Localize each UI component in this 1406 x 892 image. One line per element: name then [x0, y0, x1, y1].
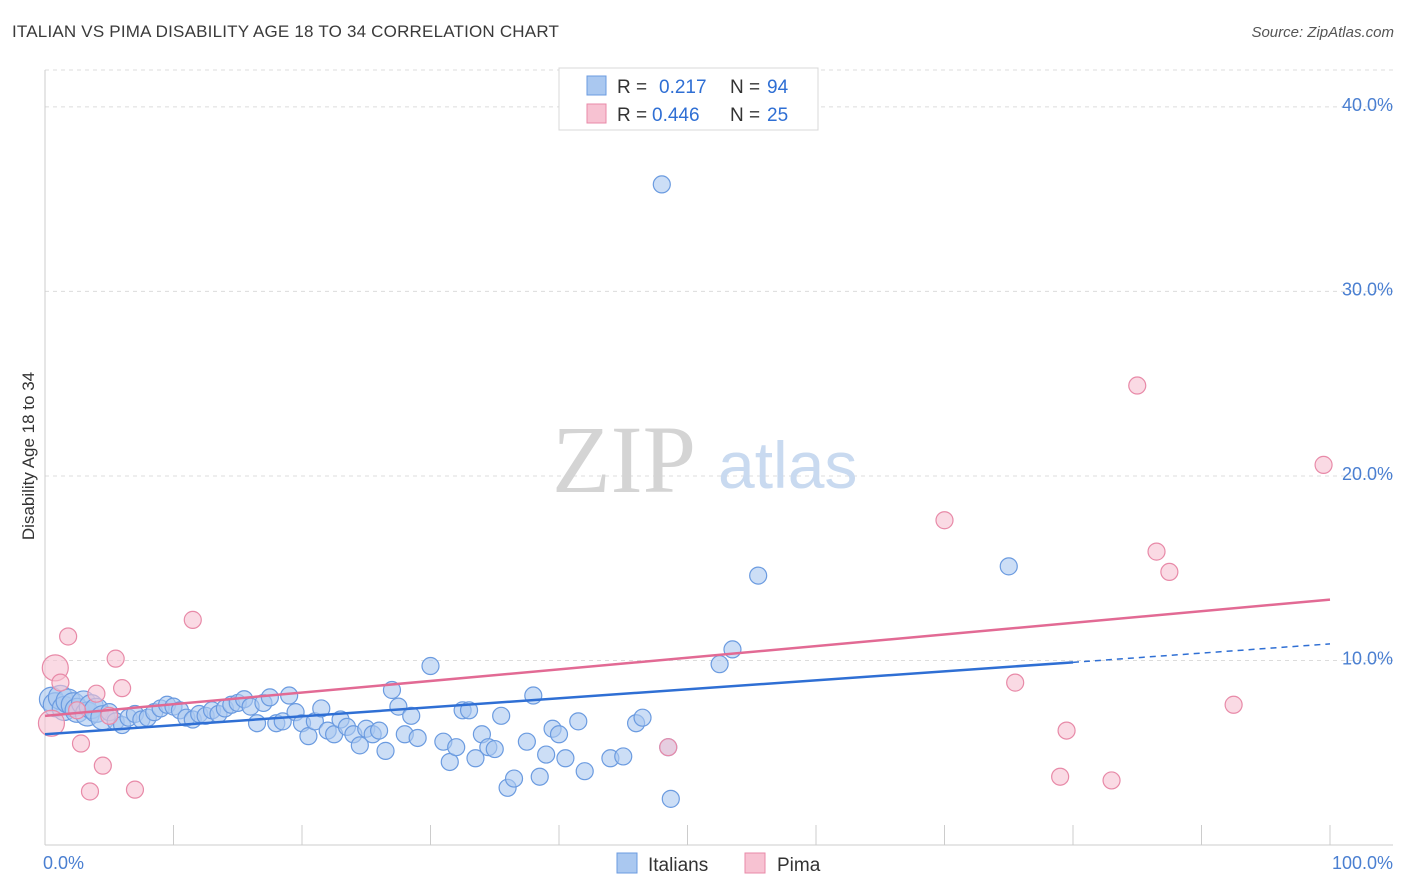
italians-point	[556, 749, 575, 768]
italians-point	[370, 721, 389, 740]
pima-point	[1006, 673, 1025, 692]
pima-r-label: R =	[617, 105, 647, 126]
italians-point	[652, 175, 671, 194]
pima-point	[106, 649, 125, 668]
pima-point	[659, 738, 678, 757]
watermark-atlas: atlas	[718, 428, 857, 502]
italians-point	[466, 749, 485, 768]
bottom-legend: Italians Pima	[616, 852, 821, 876]
grid-layer	[45, 69, 1393, 661]
pima-trend-line	[44, 598, 1331, 718]
italians-point	[537, 745, 556, 764]
legend-pima-swatch	[744, 852, 766, 874]
italians-point	[633, 708, 652, 727]
stats-box: R = 0.217 N = 94 R = 0.446 N = 25	[558, 67, 819, 131]
pima-swatch	[586, 103, 607, 124]
italians-point	[710, 655, 729, 674]
pima-n-value: 25	[767, 105, 788, 126]
italians-point	[408, 728, 427, 748]
italians-point	[376, 741, 395, 760]
italians-point	[350, 736, 369, 755]
pima-point	[68, 701, 87, 720]
pima-point	[112, 679, 132, 698]
italians-point	[999, 557, 1018, 576]
italians-point	[575, 762, 594, 781]
y-tick-label: 20.0%	[1342, 464, 1393, 484]
legend-italians-label: Italians	[648, 855, 708, 876]
tick-label-layer: 10.0% 20.0% 30.0% 40.0% 0.0% 100.0%	[43, 95, 1393, 873]
italians-point	[749, 566, 768, 585]
y-tick-label: 10.0%	[1342, 648, 1393, 668]
pima-point	[87, 684, 106, 703]
italians-trend-line	[44, 661, 1074, 736]
y-axis-title: Disability Age 18 to 34	[19, 372, 38, 540]
y-tick-label: 40.0%	[1342, 95, 1393, 115]
pima-point	[1160, 562, 1179, 582]
italians-point	[504, 769, 524, 788]
pima-r-value: 0.446	[652, 105, 700, 126]
pima-point	[1051, 767, 1070, 786]
pima-point	[935, 511, 954, 530]
x-tick-label: 0.0%	[43, 853, 84, 873]
italians-point	[260, 688, 279, 707]
watermark-zip: ZIP	[552, 406, 696, 513]
italians-trend-extension	[1072, 643, 1331, 664]
pima-point	[1128, 376, 1147, 395]
italians-point	[312, 699, 331, 718]
italians-point	[402, 706, 421, 725]
italians-point	[530, 767, 549, 786]
x-tick-label: 100.0%	[1332, 853, 1393, 873]
pima-point	[1314, 455, 1333, 474]
pima-n-label: N =	[730, 105, 760, 126]
italians-point	[549, 725, 569, 744]
italians-n-label: N =	[730, 77, 760, 98]
chart-title: ITALIAN VS PIMA DISABILITY AGE 18 TO 34 …	[12, 22, 560, 41]
legend-italians-swatch	[616, 852, 638, 874]
pima-point	[1224, 695, 1243, 714]
italians-point	[661, 789, 680, 808]
italians-point	[247, 714, 267, 733]
italians-n-value: 94	[767, 77, 789, 98]
pima-point	[71, 734, 91, 753]
italians-point	[517, 732, 536, 751]
italians-point	[614, 747, 633, 766]
trend-layer	[44, 598, 1331, 736]
pima-point	[1147, 542, 1166, 561]
italians-point	[421, 656, 440, 676]
italians-point	[485, 739, 504, 759]
italians-point	[569, 712, 588, 731]
italians-point	[447, 738, 466, 757]
pima-point	[80, 782, 100, 801]
pima-point	[183, 610, 202, 629]
italians-point	[492, 706, 511, 725]
pima-point	[37, 709, 66, 737]
italians-swatch	[586, 75, 607, 96]
y-tick-label: 30.0%	[1342, 279, 1393, 299]
pima-point	[1102, 771, 1121, 790]
source-note: Source: ZipAtlas.com	[1251, 24, 1394, 41]
watermark: ZIP atlas	[552, 406, 857, 513]
pima-point	[51, 673, 70, 692]
italians-r-label: R =	[617, 77, 647, 98]
italians-r-value: 0.217	[659, 77, 707, 98]
pima-point	[1057, 721, 1076, 740]
pima-point	[93, 756, 112, 775]
legend-pima-label: Pima	[777, 855, 821, 876]
pima-point	[59, 627, 78, 646]
pima-point	[125, 780, 145, 799]
